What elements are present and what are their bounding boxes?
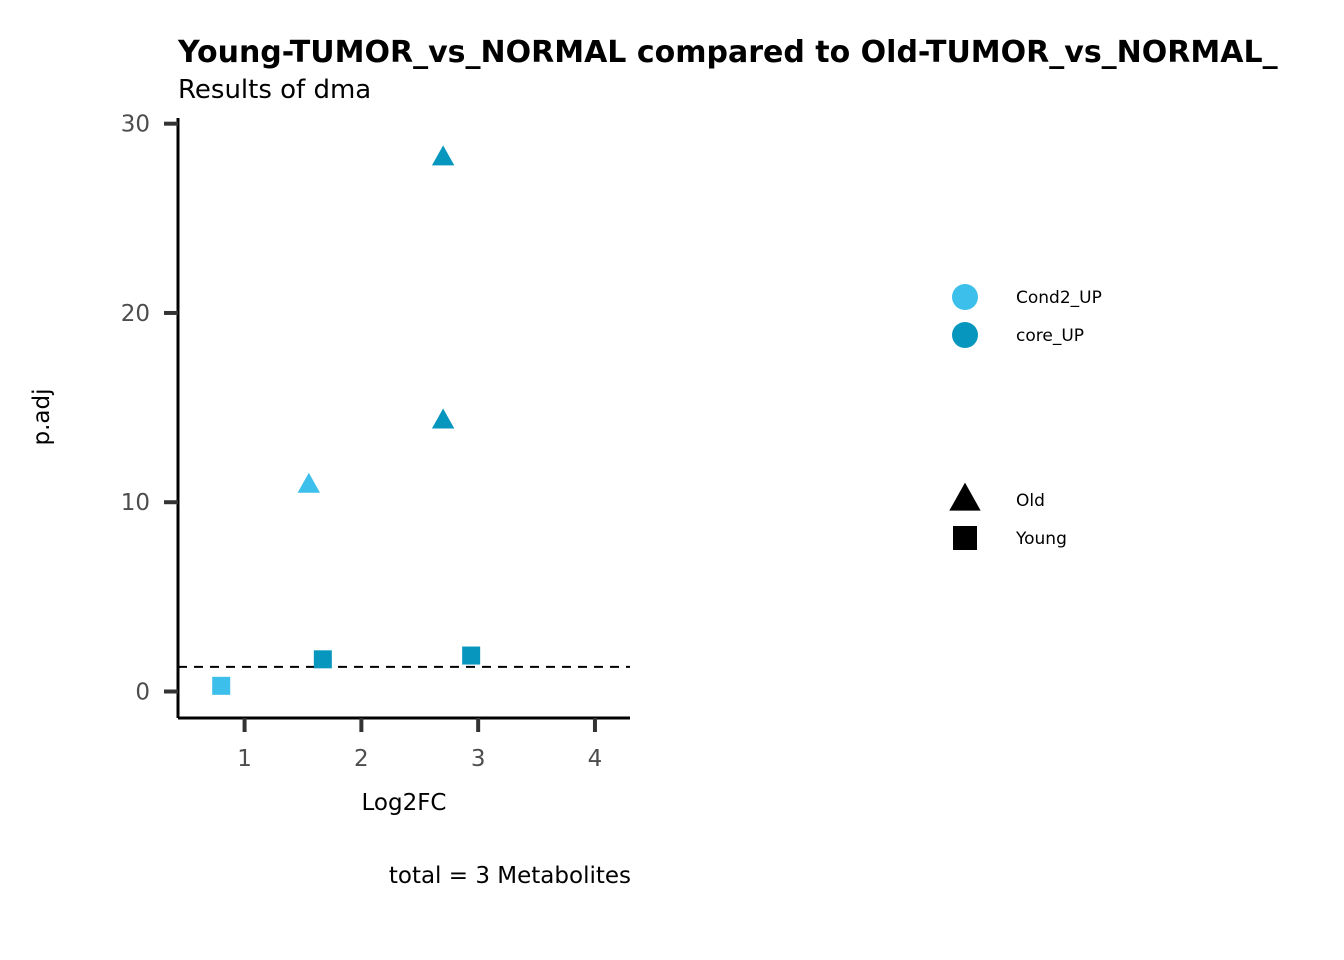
chart-caption: total = 3 Metabolites bbox=[389, 863, 631, 889]
x-tick-label: 1 bbox=[237, 746, 252, 772]
legend-color-label: core_UP bbox=[1016, 326, 1084, 346]
x-tick-label: 2 bbox=[354, 746, 369, 772]
axes bbox=[176, 118, 630, 720]
y-axis-title: p.adj bbox=[29, 389, 55, 446]
y-tick-label: 10 bbox=[121, 490, 150, 516]
chart-subtitle: Results of dma bbox=[178, 75, 371, 105]
y-tick-label: 0 bbox=[135, 680, 150, 706]
legend-color-label: Cond2_UP bbox=[1016, 288, 1102, 308]
x-axis-title: Log2FC bbox=[361, 790, 446, 816]
ticks: 0 10 20 30 1 2 3 4 bbox=[121, 112, 603, 772]
data-point bbox=[462, 646, 481, 665]
data-point bbox=[313, 650, 332, 669]
y-tick-label: 30 bbox=[121, 112, 150, 138]
data-point bbox=[431, 408, 455, 429]
data-point bbox=[431, 145, 455, 166]
legend: Cond2_UP core_UP Old Young bbox=[949, 284, 1102, 550]
chart-title: Young-TUMOR_vs_NORMAL compared to Old-TU… bbox=[177, 35, 1278, 70]
data-point bbox=[212, 676, 231, 695]
legend-color-key bbox=[952, 284, 978, 310]
legend-color-key bbox=[952, 322, 978, 348]
data-points bbox=[212, 145, 481, 695]
x-tick-label: 4 bbox=[588, 746, 603, 772]
legend-shape-key bbox=[949, 482, 981, 511]
x-tick-label: 3 bbox=[471, 746, 486, 772]
legend-shape-key bbox=[953, 526, 977, 550]
legend-shape-label: Old bbox=[1016, 491, 1045, 511]
y-tick-label: 20 bbox=[121, 301, 150, 327]
data-point bbox=[297, 472, 321, 493]
legend-shape-label: Young bbox=[1015, 529, 1067, 549]
